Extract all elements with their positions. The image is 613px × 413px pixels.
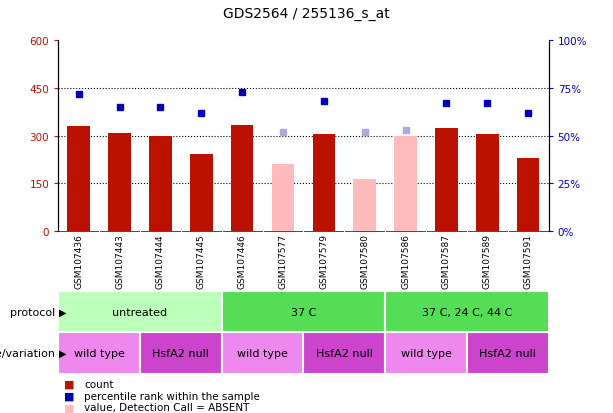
Bar xyxy=(517,159,539,231)
Text: ■: ■ xyxy=(64,402,75,412)
Text: wild type: wild type xyxy=(74,348,124,358)
Text: value, Detection Call = ABSENT: value, Detection Call = ABSENT xyxy=(84,402,249,412)
Bar xyxy=(385,332,467,374)
Text: count: count xyxy=(84,379,113,389)
Text: wild type: wild type xyxy=(401,348,451,358)
Text: GSM107446: GSM107446 xyxy=(238,234,246,289)
Bar xyxy=(149,136,172,231)
Bar xyxy=(272,165,294,231)
Text: protocol: protocol xyxy=(10,307,55,317)
Text: GDS2564 / 255136_s_at: GDS2564 / 255136_s_at xyxy=(223,7,390,21)
Bar xyxy=(231,126,253,231)
Text: GSM107445: GSM107445 xyxy=(197,234,206,289)
Bar xyxy=(140,332,222,374)
Bar xyxy=(476,135,498,231)
Text: HsfA2 null: HsfA2 null xyxy=(479,348,536,358)
Bar xyxy=(58,332,140,374)
Text: ▶: ▶ xyxy=(59,307,66,317)
Text: GSM107579: GSM107579 xyxy=(319,234,329,289)
Bar xyxy=(109,134,131,231)
Bar xyxy=(385,291,549,332)
Bar xyxy=(394,136,417,231)
Text: GSM107591: GSM107591 xyxy=(524,234,533,289)
Text: HsfA2 null: HsfA2 null xyxy=(316,348,373,358)
Text: 37 C: 37 C xyxy=(291,307,316,317)
Bar xyxy=(313,135,335,231)
Bar xyxy=(303,332,385,374)
Bar xyxy=(467,332,549,374)
Text: percentile rank within the sample: percentile rank within the sample xyxy=(84,391,260,401)
Text: GSM107577: GSM107577 xyxy=(278,234,287,289)
Text: wild type: wild type xyxy=(237,348,288,358)
Bar xyxy=(190,154,213,231)
Text: ■: ■ xyxy=(64,391,75,401)
Text: HsfA2 null: HsfA2 null xyxy=(153,348,209,358)
Text: GSM107587: GSM107587 xyxy=(442,234,451,289)
Text: untreated: untreated xyxy=(112,307,167,317)
Text: ■: ■ xyxy=(64,379,75,389)
Bar xyxy=(222,291,385,332)
Text: genotype/variation: genotype/variation xyxy=(0,348,55,358)
Text: ▶: ▶ xyxy=(59,348,66,358)
Text: GSM107589: GSM107589 xyxy=(483,234,492,289)
Text: 37 C, 24 C, 44 C: 37 C, 24 C, 44 C xyxy=(422,307,512,317)
Bar xyxy=(67,127,90,231)
Bar xyxy=(354,180,376,231)
Bar xyxy=(58,291,222,332)
Text: GSM107436: GSM107436 xyxy=(74,234,83,289)
Text: GSM107586: GSM107586 xyxy=(401,234,410,289)
Bar xyxy=(222,332,303,374)
Bar xyxy=(435,129,458,231)
Text: GSM107443: GSM107443 xyxy=(115,234,124,289)
Text: GSM107444: GSM107444 xyxy=(156,234,165,288)
Text: GSM107580: GSM107580 xyxy=(360,234,369,289)
